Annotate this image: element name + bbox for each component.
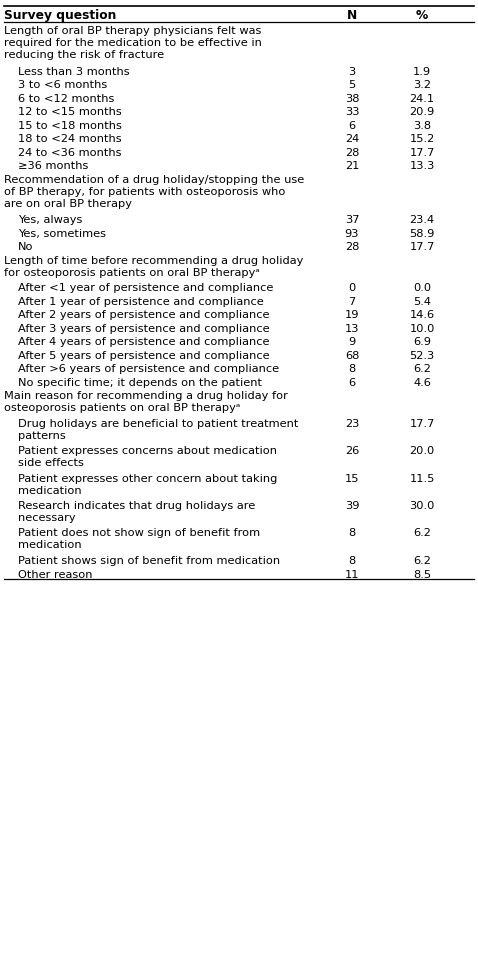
Text: 20.0: 20.0 (409, 446, 435, 456)
Text: 15: 15 (345, 473, 359, 483)
Text: N: N (347, 9, 357, 22)
Text: 93: 93 (345, 229, 359, 238)
Text: 58.9: 58.9 (409, 229, 435, 238)
Text: 24: 24 (345, 133, 359, 144)
Text: 15 to <18 months: 15 to <18 months (18, 120, 122, 131)
Text: Patient does not show sign of benefit from
medication: Patient does not show sign of benefit fr… (18, 528, 260, 550)
Text: Research indicates that drug holidays are
necessary: Research indicates that drug holidays ar… (18, 500, 255, 522)
Text: Survey question: Survey question (4, 9, 116, 22)
Text: 8: 8 (348, 528, 356, 537)
Text: After 5 years of persistence and compliance: After 5 years of persistence and complia… (18, 350, 270, 360)
Text: 30.0: 30.0 (409, 500, 435, 511)
Text: 23.4: 23.4 (410, 214, 435, 225)
Text: 6.9: 6.9 (413, 336, 431, 347)
Text: 17.7: 17.7 (409, 148, 435, 157)
Text: 0.0: 0.0 (413, 283, 431, 293)
Text: ≥36 months: ≥36 months (18, 161, 88, 171)
Text: No: No (18, 242, 33, 252)
Text: Recommendation of a drug holiday/stopping the use
of BP therapy, for patients wi: Recommendation of a drug holiday/stoppin… (4, 174, 304, 209)
Text: 5.4: 5.4 (413, 296, 431, 306)
Text: Yes, sometimes: Yes, sometimes (18, 229, 106, 238)
Text: 6: 6 (348, 377, 356, 387)
Text: Patient shows sign of benefit from medication: Patient shows sign of benefit from medic… (18, 556, 280, 565)
Text: Main reason for recommending a drug holiday for
osteoporosis patients on oral BP: Main reason for recommending a drug holi… (4, 391, 288, 413)
Text: 6 to <12 months: 6 to <12 months (18, 93, 114, 103)
Text: 1.9: 1.9 (413, 67, 431, 76)
Text: 28: 28 (345, 148, 359, 157)
Text: %: % (416, 9, 428, 22)
Text: 3.8: 3.8 (413, 120, 431, 131)
Text: 12 to <15 months: 12 to <15 months (18, 107, 122, 117)
Text: After 4 years of persistence and compliance: After 4 years of persistence and complia… (18, 336, 270, 347)
Text: 11: 11 (345, 569, 359, 578)
Text: 8: 8 (348, 556, 356, 565)
Text: 6.2: 6.2 (413, 528, 431, 537)
Text: Drug holidays are beneficial to patient treatment
patterns: Drug holidays are beneficial to patient … (18, 418, 298, 440)
Text: Length of time before recommending a drug holiday
for osteoporosis patients on o: Length of time before recommending a dru… (4, 255, 304, 277)
Text: Less than 3 months: Less than 3 months (18, 67, 130, 76)
Text: After <1 year of persistence and compliance: After <1 year of persistence and complia… (18, 283, 273, 293)
Text: Patient expresses other concern about taking
medication: Patient expresses other concern about ta… (18, 473, 277, 495)
Text: 68: 68 (345, 350, 359, 360)
Text: Other reason: Other reason (18, 569, 93, 578)
Text: 3.2: 3.2 (413, 80, 431, 90)
Text: 8: 8 (348, 364, 356, 374)
Text: 37: 37 (345, 214, 359, 225)
Text: 19: 19 (345, 310, 359, 319)
Text: 13.3: 13.3 (409, 161, 435, 171)
Text: 23: 23 (345, 418, 359, 428)
Text: 21: 21 (345, 161, 359, 171)
Text: Length of oral BP therapy physicians felt was
required for the medication to be : Length of oral BP therapy physicians fel… (4, 26, 262, 60)
Text: After >6 years of persistence and compliance: After >6 years of persistence and compli… (18, 364, 279, 374)
Text: 0: 0 (348, 283, 356, 293)
Text: 5: 5 (348, 80, 356, 90)
Text: 33: 33 (345, 107, 359, 117)
Text: 10.0: 10.0 (409, 323, 435, 334)
Text: After 3 years of persistence and compliance: After 3 years of persistence and complia… (18, 323, 270, 334)
Text: 14.6: 14.6 (410, 310, 435, 319)
Text: 52.3: 52.3 (409, 350, 435, 360)
Text: No specific time; it depends on the patient: No specific time; it depends on the pati… (18, 377, 262, 387)
Text: 26: 26 (345, 446, 359, 456)
Text: After 1 year of persistence and compliance: After 1 year of persistence and complian… (18, 296, 264, 306)
Text: 28: 28 (345, 242, 359, 252)
Text: 38: 38 (345, 93, 359, 103)
Text: 6: 6 (348, 120, 356, 131)
Text: 15.2: 15.2 (409, 133, 435, 144)
Text: 8.5: 8.5 (413, 569, 431, 578)
Text: 24.1: 24.1 (410, 93, 435, 103)
Text: After 2 years of persistence and compliance: After 2 years of persistence and complia… (18, 310, 270, 319)
Text: 6.2: 6.2 (413, 364, 431, 374)
Text: Patient expresses concerns about medication
side effects: Patient expresses concerns about medicat… (18, 446, 277, 468)
Text: Yes, always: Yes, always (18, 214, 82, 225)
Text: 24 to <36 months: 24 to <36 months (18, 148, 121, 157)
Text: 39: 39 (345, 500, 359, 511)
Text: 6.2: 6.2 (413, 556, 431, 565)
Text: 17.7: 17.7 (409, 418, 435, 428)
Text: 11.5: 11.5 (409, 473, 435, 483)
Text: 20.9: 20.9 (409, 107, 435, 117)
Text: 3: 3 (348, 67, 356, 76)
Text: 3 to <6 months: 3 to <6 months (18, 80, 107, 90)
Text: 7: 7 (348, 296, 356, 306)
Text: 4.6: 4.6 (413, 377, 431, 387)
Text: 13: 13 (345, 323, 359, 334)
Text: 17.7: 17.7 (409, 242, 435, 252)
Text: 18 to <24 months: 18 to <24 months (18, 133, 121, 144)
Text: 9: 9 (348, 336, 356, 347)
